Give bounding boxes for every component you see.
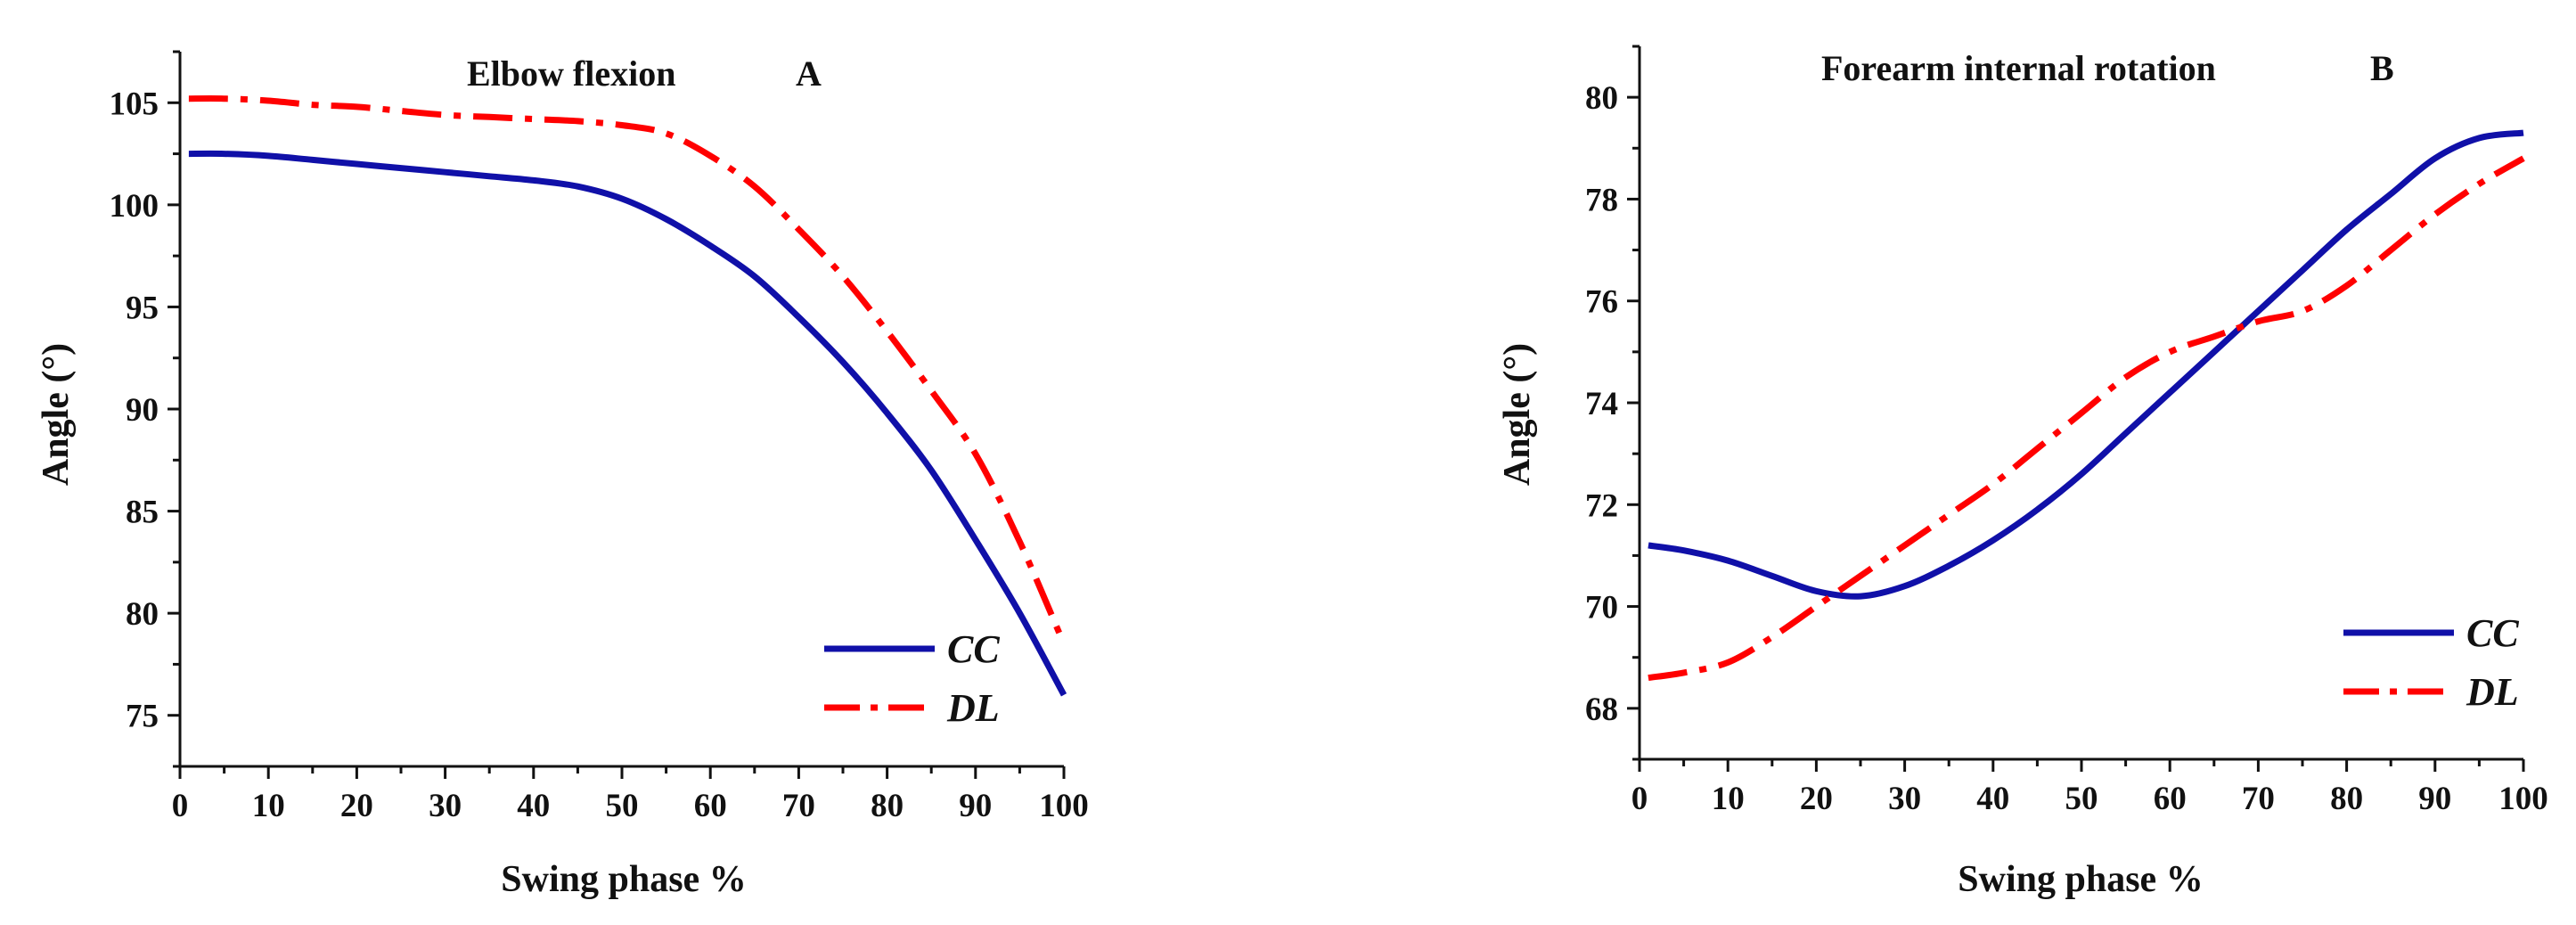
y-tick-label-a: 75 xyxy=(126,699,159,735)
x-tick-label-a: 0 xyxy=(172,788,189,824)
x-tick-label-a: 30 xyxy=(429,788,462,824)
y-tick-label-a: 90 xyxy=(126,392,159,429)
y-tick-label-b: 68 xyxy=(1585,692,1618,728)
y-tick-label-a: 100 xyxy=(110,188,159,225)
series-line-dl-b xyxy=(1648,155,2525,682)
x-tick-label-a: 40 xyxy=(517,788,550,824)
x-axis-label-a: Swing phase % xyxy=(501,859,746,900)
axes-a: 0 10 20 30 40 50 60 70 80 90 100 75 80 85 90 95 100 105 xyxy=(110,50,1089,824)
y-tick-label-a: 105 xyxy=(110,86,159,122)
legend-label-cc-a: CC xyxy=(947,627,1000,671)
y-tick-label-b: 78 xyxy=(1585,182,1618,218)
x-tick-label-b: 80 xyxy=(2330,781,2363,817)
y-tick-label-b: 74 xyxy=(1585,386,1618,422)
panel-letter-a: A xyxy=(796,53,822,94)
x-tick-label-a: 60 xyxy=(694,788,727,824)
y-tick-label-b: 70 xyxy=(1585,590,1618,626)
x-tick-label-a: 20 xyxy=(340,788,373,824)
series-line-cc-a xyxy=(188,150,1067,697)
chart-panel-b: Forearm internal rotation B Swing phase … xyxy=(1497,45,2548,900)
legend-a: CC DL xyxy=(824,627,1000,730)
chart-title-b: Forearm internal rotation xyxy=(1821,48,2216,88)
axes-b: 0 10 20 30 40 50 60 70 80 90 100 68 70 72 74 76 78 80 xyxy=(1585,45,2548,817)
x-tick-label-b: 30 xyxy=(1888,781,1921,817)
x-tick-label-b: 20 xyxy=(1800,781,1833,817)
x-tick-label-a: 50 xyxy=(606,788,639,824)
x-axis-label-b: Swing phase % xyxy=(1958,859,2203,900)
y-tick-label-b: 76 xyxy=(1585,284,1618,321)
series-group-a xyxy=(188,95,1067,697)
x-tick-label-b: 70 xyxy=(2242,781,2275,817)
x-tick-label-b: 50 xyxy=(2065,781,2098,817)
series-line-cc-b xyxy=(1648,129,2524,600)
y-tick-label-b: 72 xyxy=(1585,487,1618,524)
y-tick-label-a: 80 xyxy=(126,596,159,633)
x-tick-label-b: 90 xyxy=(2418,781,2451,817)
y-axis-label-b: Angle (°) xyxy=(1497,343,1538,486)
legend-label-cc-b: CC xyxy=(2466,611,2519,655)
x-tick-label-a: 10 xyxy=(252,788,285,824)
y-axis-label-a: Angle (°) xyxy=(36,343,77,486)
series-line-dl-a xyxy=(188,95,1067,645)
x-tick-label-a: 70 xyxy=(782,788,815,824)
y-tick-label-a: 95 xyxy=(126,290,159,326)
y-tick-label-b: 80 xyxy=(1585,80,1618,117)
chart-panel-a: Elbow flexion A Swing phase % Angle (°) … xyxy=(36,50,1089,900)
legend-label-dl-b: DL xyxy=(2466,670,2519,714)
y-tick-label-a: 85 xyxy=(126,495,159,531)
x-tick-label-b: 40 xyxy=(1976,781,2009,817)
x-tick-label-a: 100 xyxy=(1039,788,1089,824)
x-tick-label-b: 10 xyxy=(1712,781,1745,817)
chart-title-a: Elbow flexion xyxy=(467,53,675,94)
x-tick-label-b: 0 xyxy=(1631,781,1648,817)
x-tick-label-a: 90 xyxy=(959,788,992,824)
legend-label-dl-a: DL xyxy=(946,686,1000,730)
x-tick-label-a: 80 xyxy=(871,788,904,824)
legend-b: CC DL xyxy=(2343,611,2519,714)
panel-letter-b: B xyxy=(2370,48,2394,88)
x-tick-label-b: 60 xyxy=(2154,781,2187,817)
x-tick-label-b: 100 xyxy=(2498,781,2548,817)
series-group-b xyxy=(1648,129,2525,682)
